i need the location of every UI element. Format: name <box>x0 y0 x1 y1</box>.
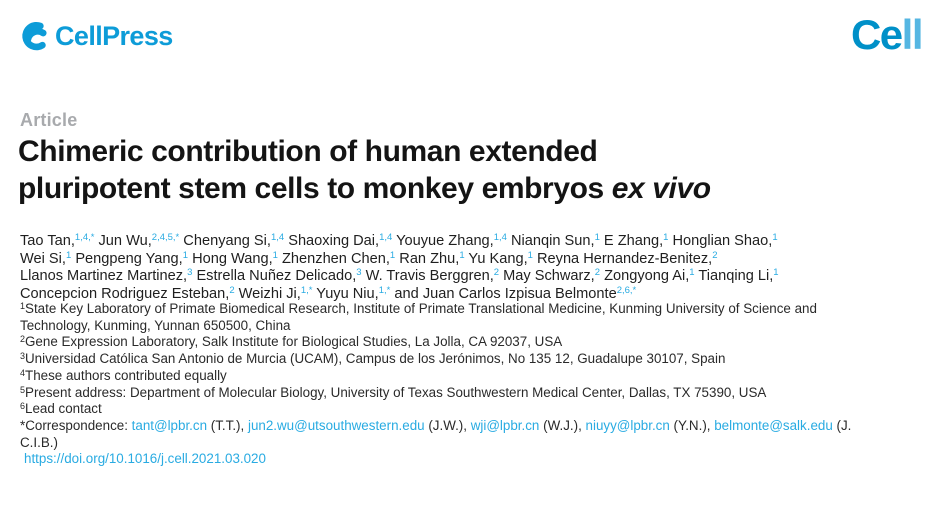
cellpress-logo: CellPress <box>19 21 173 51</box>
article-type-label: Article <box>20 110 78 130</box>
doi-link[interactable]: https://doi.org/10.1016/j.cell.2021.03.0… <box>24 451 266 467</box>
superscript: 2 <box>594 267 601 278</box>
note-line: 6Lead contact <box>20 401 102 417</box>
superscript: 1,4 <box>379 232 393 243</box>
superscript: 6 <box>20 401 26 412</box>
superscript: 1 <box>527 249 533 261</box>
superscript: 1,4 <box>493 232 507 243</box>
note-line: 5Present address: Department of Molecula… <box>20 384 767 400</box>
superscript: 2 <box>493 267 500 278</box>
superscript: 2 <box>229 284 235 296</box>
paper-title-line2: pluripotent stem cells to monkey embryos… <box>18 172 711 205</box>
affiliations-and-notes: 1State Key Laboratory of Primate Biomedi… <box>20 301 851 468</box>
superscript: 2,4,5,* <box>151 232 180 243</box>
note-line: 1State Key Laboratory of Primate Biomedi… <box>20 301 817 316</box>
superscript: 1 <box>772 232 778 243</box>
email-link[interactable]: belmonte@salk.edu <box>714 417 833 433</box>
note-line: Technology, Kunming, Yunnan 650500, Chin… <box>20 317 291 333</box>
email-link[interactable]: jun2.wu@utsouthwestern.edu <box>247 417 425 433</box>
cell-logo-text-dark: Ce <box>850 11 903 58</box>
author-line: Llanos Martinez Martinez,3 Estrella Nuñe… <box>20 267 779 284</box>
superscript: 3 <box>187 267 193 278</box>
superscript: 1 <box>689 267 695 278</box>
note-line: 3Universidad Católica San Antonio de Mur… <box>20 351 726 367</box>
note-line: 4These authors contributed equally <box>20 367 227 383</box>
superscript: 1 <box>663 232 669 243</box>
paper-title-line1: Chimeric contribution of human extended <box>18 135 598 168</box>
author-line: Tao Tan,1,4,* Jun Wu,2,4,5,* Chenyang Si… <box>20 232 778 249</box>
superscript: 1 <box>459 249 465 261</box>
note-line: *Correspondence: tant@lpbr.cn (T.T.), ju… <box>20 417 852 433</box>
author-line: Concepcion Rodriguez Esteban,2 Weizhi Ji… <box>20 284 637 302</box>
superscript: 1 <box>182 249 189 261</box>
superscript: 1,4,* <box>74 232 95 243</box>
superscript: 2 <box>20 334 26 345</box>
superscript: 5 <box>20 384 26 395</box>
superscript: 3 <box>356 267 362 278</box>
superscript: 4 <box>20 367 26 378</box>
cellpress-logo-text: CellPress <box>55 21 173 51</box>
cell-logo-text-light: ll <box>901 11 924 58</box>
superscript: 1,4 <box>270 232 285 243</box>
email-link[interactable]: niuyy@lpbr.cn <box>585 417 670 433</box>
author-list: Tao Tan,1,4,* Jun Wu,2,4,5,* Chenyang Si… <box>20 233 779 303</box>
note-line: C.I.B.) <box>20 434 58 450</box>
superscript: 1,* <box>300 284 313 296</box>
note-line: https://doi.org/10.1016/j.cell.2021.03.0… <box>20 451 851 468</box>
paper-title: Chimeric contribution of human extended … <box>18 133 711 207</box>
superscript: 1 <box>389 249 396 261</box>
superscript: 1,* <box>378 284 391 296</box>
superscript: 1 <box>20 301 26 311</box>
superscript: 2 <box>712 249 718 261</box>
cell-journal-logo: Cell <box>850 11 924 58</box>
superscript: 1 <box>65 249 72 261</box>
superscript: 2,6,* <box>616 284 637 296</box>
email-link[interactable]: tant@lpbr.cn <box>131 417 208 433</box>
author-line: Wei Si,1 Pengpeng Yang,1 Hong Wang,1 Zhe… <box>20 249 718 267</box>
superscript: 1 <box>773 267 779 278</box>
superscript: 1 <box>594 232 600 243</box>
email-link[interactable]: wji@lpbr.cn <box>470 417 540 433</box>
note-line: 2Gene Expression Laboratory, Salk Instit… <box>20 334 563 350</box>
superscript: 3 <box>20 351 26 362</box>
cellpress-swirl-icon <box>22 22 47 51</box>
superscript: 1 <box>272 249 278 261</box>
paper-title-italic: ex vivo <box>611 172 711 205</box>
